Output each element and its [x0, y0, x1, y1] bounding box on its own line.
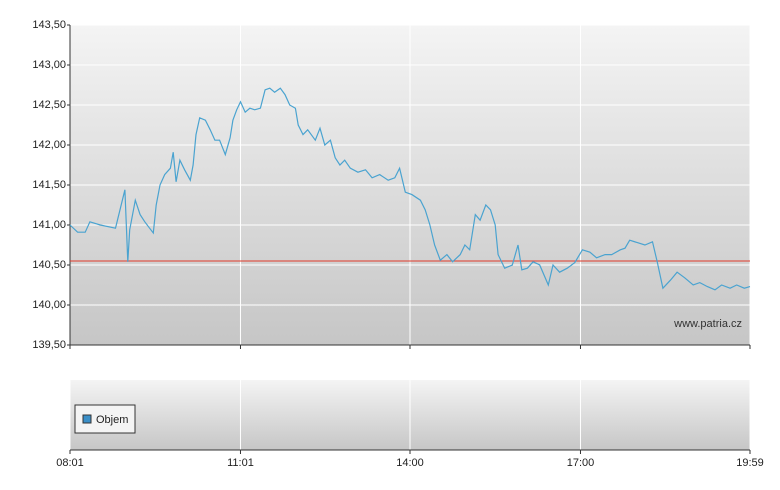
price-line: [69, 87, 751, 291]
x-tick-label: 14:00: [396, 457, 424, 469]
y-tick-label: 140,00: [32, 299, 66, 311]
x-tick-label: 17:00: [567, 457, 595, 469]
y-tick-label: 140,50: [32, 259, 66, 271]
x-tick-label: 19:59: [736, 457, 764, 469]
y-tick-label: 143,00: [32, 59, 66, 71]
y-tick-label: 141,50: [32, 179, 66, 191]
y-tick-label: 142,50: [32, 99, 66, 111]
y-tick-label: 142,00: [32, 139, 66, 151]
y-tick-label: 143,50: [32, 19, 66, 31]
y-tick-label: 139,50: [32, 339, 66, 351]
x-tick-label: 11:01: [227, 457, 254, 469]
legend-swatch: [82, 414, 92, 424]
x-tick-label: 08:01: [56, 457, 84, 469]
y-tick-label: 141,00: [32, 219, 66, 231]
legend-label: Objem: [96, 414, 128, 426]
watermark: www.patria.cz: [673, 318, 742, 330]
